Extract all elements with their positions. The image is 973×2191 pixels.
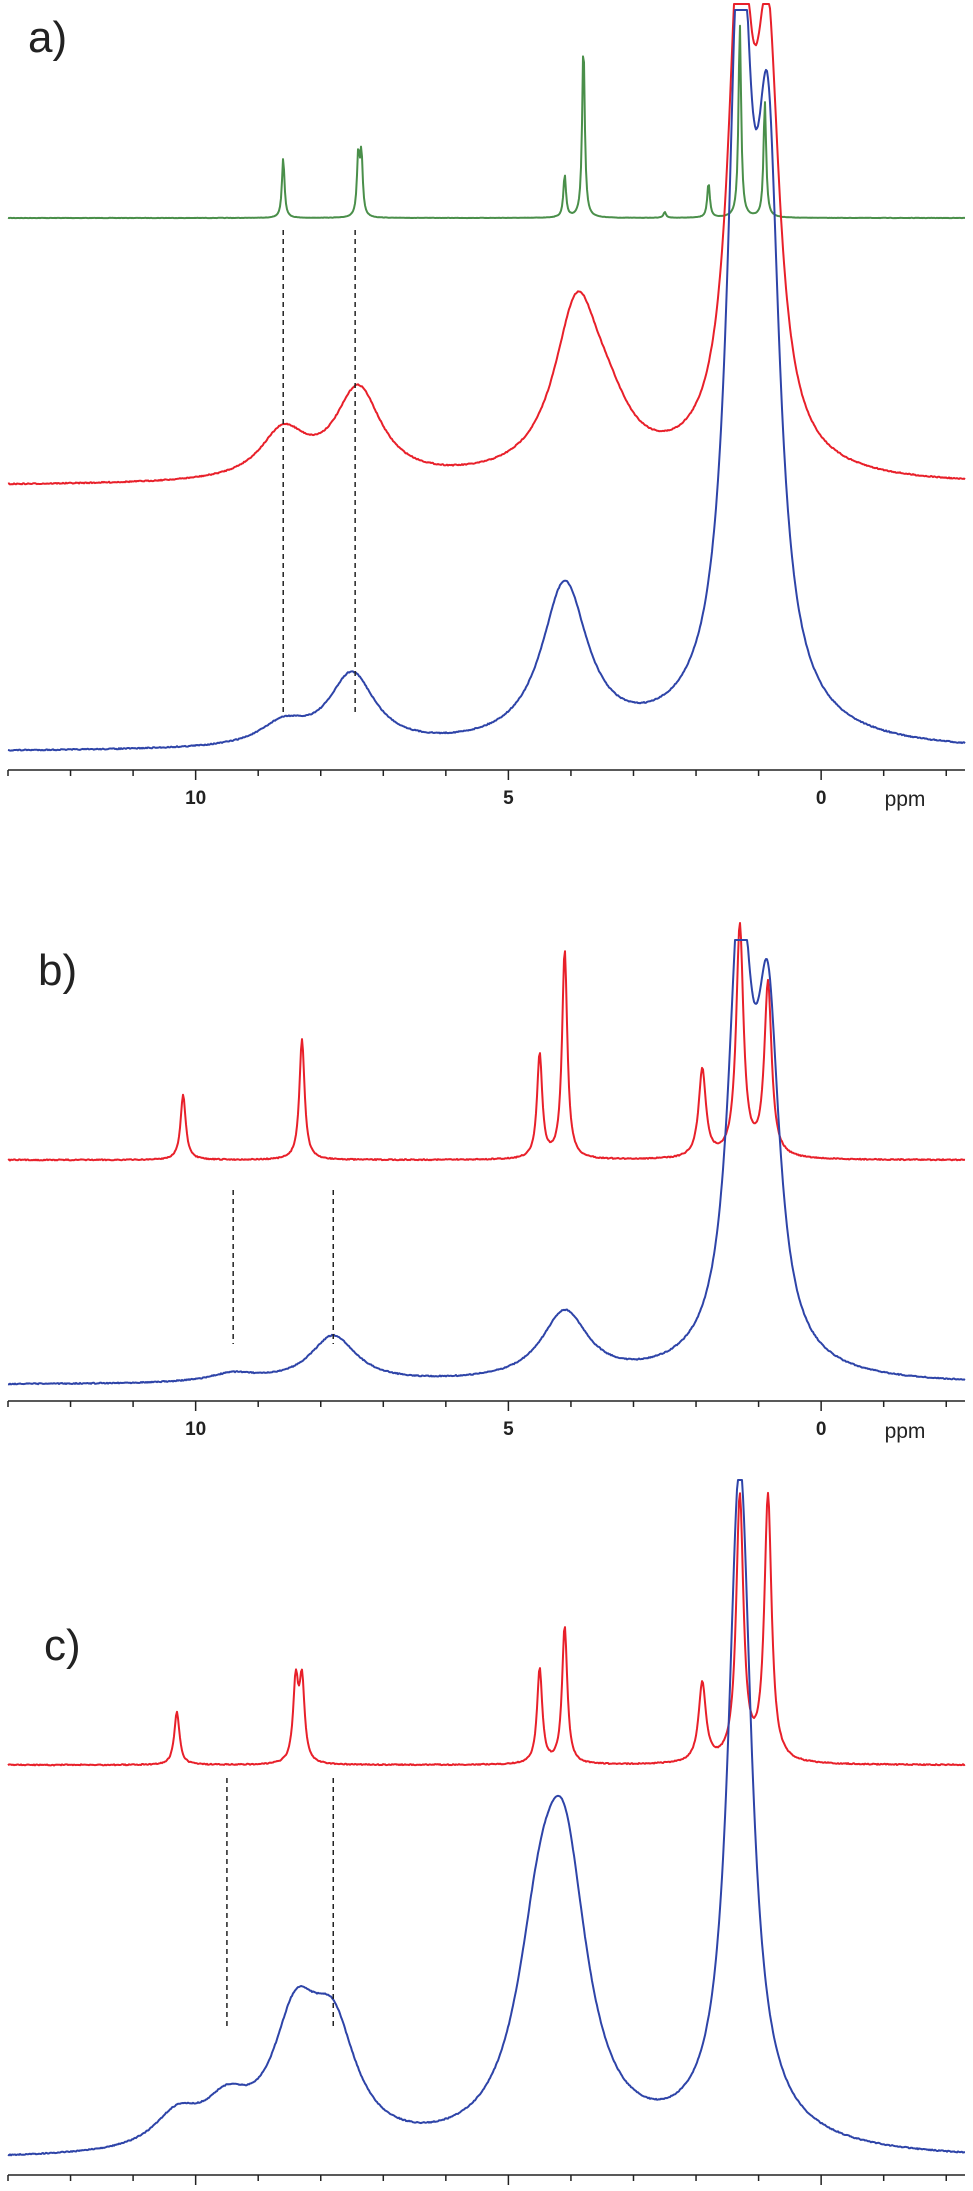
panel-label: b) <box>38 946 77 995</box>
x-axis-tick-label: 0 <box>816 788 827 809</box>
x-axis-unit-label: ppm <box>885 1420 926 1443</box>
spectrum-trace <box>7 9 966 752</box>
x-axis-unit-label: ppm <box>885 2188 926 2191</box>
spectrum-trace <box>7 3 966 486</box>
spectrum-trace <box>7 1479 965 2157</box>
panel-label: a) <box>28 13 67 62</box>
panel-label: c) <box>44 1621 81 1670</box>
x-axis-tick-label: 0 <box>816 1419 827 1440</box>
x-axis-unit-label: ppm <box>885 788 926 811</box>
x-axis-tick-label: 10 <box>185 1419 206 1440</box>
x-axis-tick-label: 5 <box>503 788 514 809</box>
x-axis-tick-label: 5 <box>503 1419 514 1440</box>
spectrum-trace <box>7 922 966 1162</box>
spectrum-trace <box>7 1491 966 1767</box>
spectrum-panel: b) 10 5 0 ppm <box>7 922 966 1443</box>
x-axis-tick-label: 10 <box>185 788 206 809</box>
spectrum-panel: a) 10 5 0 ppm <box>7 3 966 811</box>
spectrum-trace <box>7 24 965 220</box>
spectrum-trace <box>7 939 966 1386</box>
